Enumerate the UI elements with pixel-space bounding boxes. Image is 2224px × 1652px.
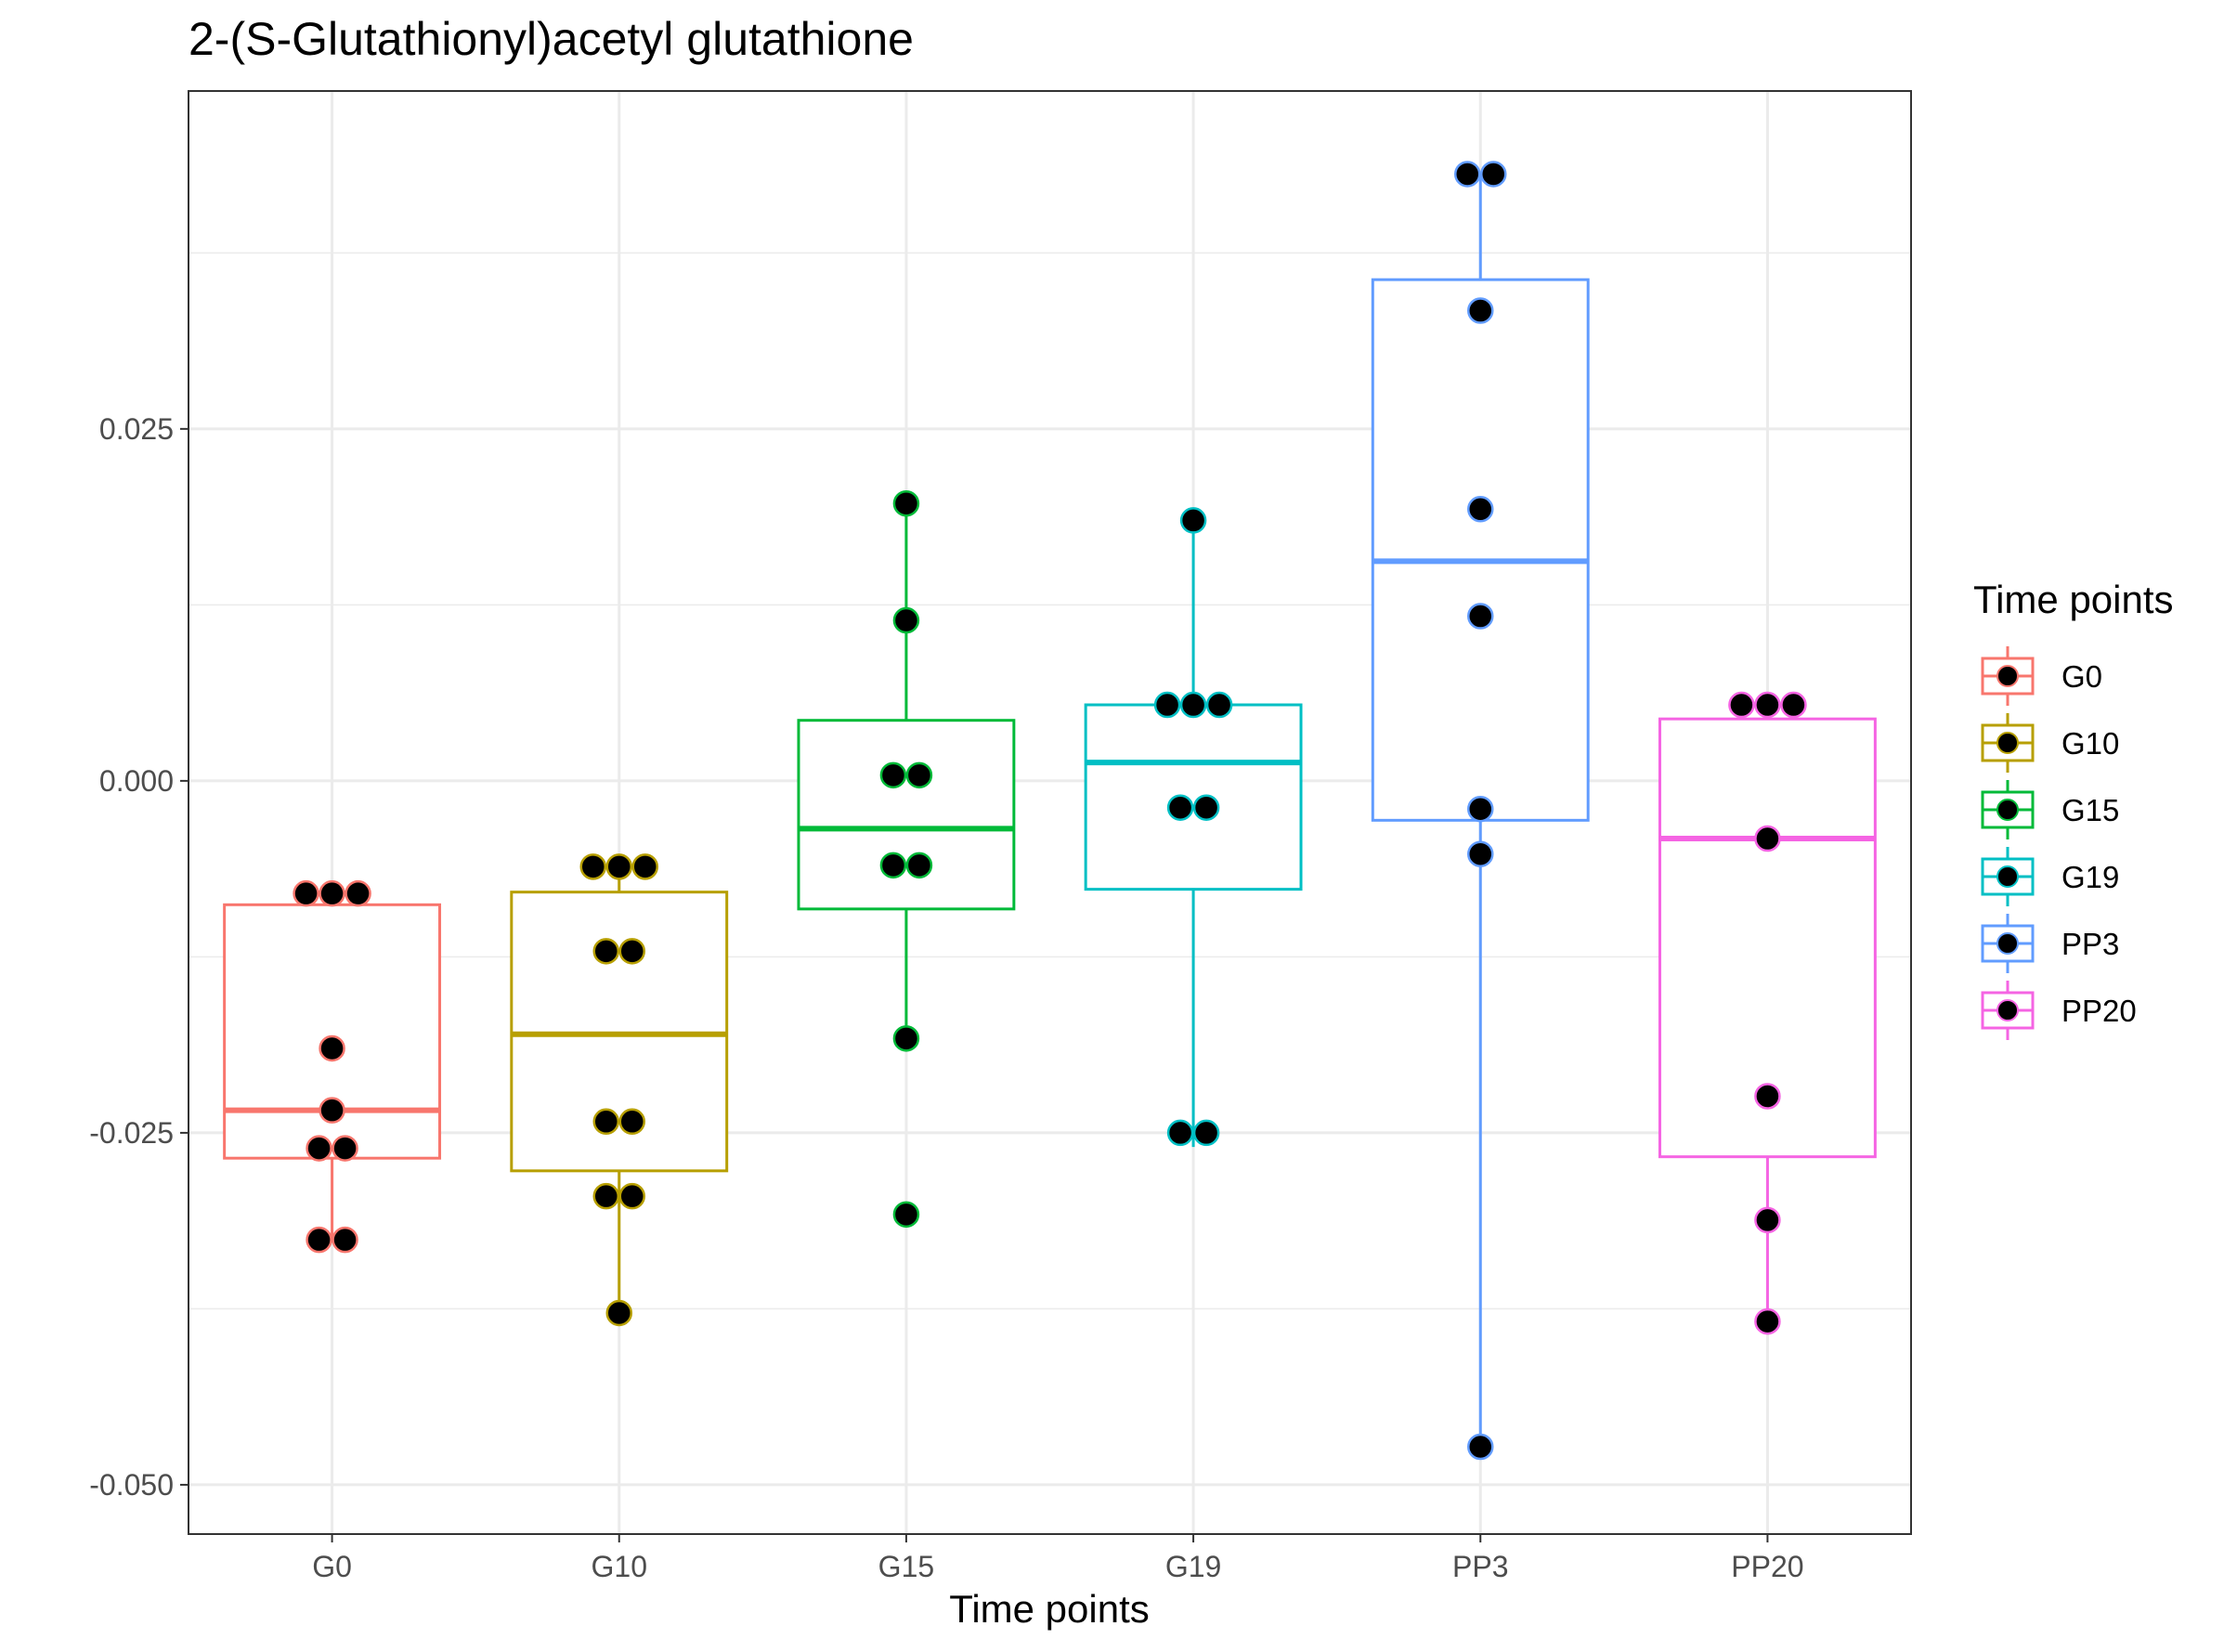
x-tick-label: PP3 — [1452, 1550, 1508, 1583]
chart-title: 2-(S-Glutathionyl)acetyl glutathione — [189, 13, 914, 65]
legend-label: G19 — [2061, 860, 2119, 894]
y-tick-label: -0.050 — [89, 1468, 174, 1502]
y-tick-label: 0.000 — [99, 764, 174, 798]
data-point — [605, 1299, 632, 1327]
data-point — [1467, 795, 1494, 823]
data-point — [1179, 507, 1207, 534]
data-point — [1179, 691, 1207, 719]
data-point — [1166, 1119, 1194, 1147]
panel-background — [189, 91, 1911, 1534]
data-point — [1728, 691, 1755, 719]
data-point — [879, 852, 907, 879]
legend-key-point — [1996, 865, 2019, 888]
data-point — [1780, 691, 1807, 719]
legend-label: PP3 — [2061, 927, 2119, 961]
data-point — [579, 853, 606, 880]
legend-label: G0 — [2061, 659, 2102, 694]
data-point — [1754, 691, 1781, 719]
data-point — [1166, 794, 1194, 821]
data-point — [332, 1135, 358, 1162]
data-point — [1754, 1206, 1781, 1234]
axis-layer: 0.025 0.000 -0.025 -0.050 G0 G10 G15 G19 PP3 PP20 — [89, 412, 1803, 1583]
legend-key-point — [1996, 799, 2019, 821]
data-point — [1454, 161, 1481, 188]
box-iqr — [1084, 703, 1303, 891]
data-point — [879, 761, 907, 789]
data-point — [306, 1226, 332, 1254]
data-point — [306, 1135, 332, 1162]
box-iqr — [797, 719, 1016, 911]
data-point — [345, 879, 371, 907]
legend-label: G15 — [2061, 793, 2119, 827]
x-tick-label: G19 — [1165, 1550, 1221, 1583]
data-point — [1153, 691, 1181, 719]
data-point — [592, 938, 619, 965]
data-point — [1192, 794, 1220, 821]
legend-key-point — [1996, 665, 2019, 687]
data-point — [1192, 1119, 1220, 1147]
data-point — [892, 1201, 920, 1229]
point-layer — [293, 161, 1807, 1461]
data-point — [605, 853, 632, 880]
data-point — [618, 1108, 645, 1136]
x-tick-label: G10 — [592, 1550, 647, 1583]
data-point — [592, 1182, 619, 1210]
data-point — [618, 1182, 645, 1210]
legend: Time points G0 G10 G15 G19 PP3 PP20 — [1973, 578, 2174, 1040]
x-axis-title: Time points — [949, 1587, 1150, 1631]
data-point — [892, 1025, 920, 1052]
data-point — [1467, 1433, 1494, 1461]
data-point — [1754, 1307, 1781, 1335]
data-point — [592, 1108, 619, 1136]
x-tick-label: G0 — [312, 1550, 352, 1583]
legend-label: PP20 — [2061, 994, 2137, 1028]
box-iqr — [1371, 278, 1590, 822]
panel-border — [188, 90, 1912, 1535]
y-tick-label: -0.025 — [89, 1116, 174, 1150]
legend-key-point — [1996, 732, 2019, 754]
data-point — [618, 938, 645, 965]
data-point — [1467, 603, 1494, 630]
legend-label: G10 — [2061, 726, 2119, 761]
data-point — [631, 853, 658, 880]
data-point — [905, 761, 933, 789]
x-tick-label: PP20 — [1731, 1550, 1803, 1583]
legend-title: Time points — [1973, 578, 2174, 621]
data-point — [892, 606, 920, 634]
data-point — [1205, 691, 1233, 719]
data-point — [1754, 825, 1781, 852]
data-point — [1467, 297, 1494, 324]
data-point — [1467, 840, 1494, 867]
x-tick-label: G15 — [878, 1550, 934, 1583]
data-point — [319, 1034, 345, 1062]
legend-key-point — [1996, 932, 2019, 955]
data-point — [1480, 161, 1507, 188]
box-iqr — [510, 891, 729, 1173]
y-tick-label: 0.025 — [99, 412, 174, 446]
data-point — [1754, 1083, 1781, 1110]
data-point — [319, 879, 345, 907]
data-point — [1467, 496, 1494, 523]
data-point — [293, 879, 319, 907]
data-point — [319, 1097, 345, 1124]
data-point — [892, 489, 920, 517]
legend-key-point — [1996, 999, 2019, 1021]
data-point — [332, 1226, 358, 1254]
data-point — [905, 852, 933, 879]
grid-layer — [189, 91, 1911, 1534]
